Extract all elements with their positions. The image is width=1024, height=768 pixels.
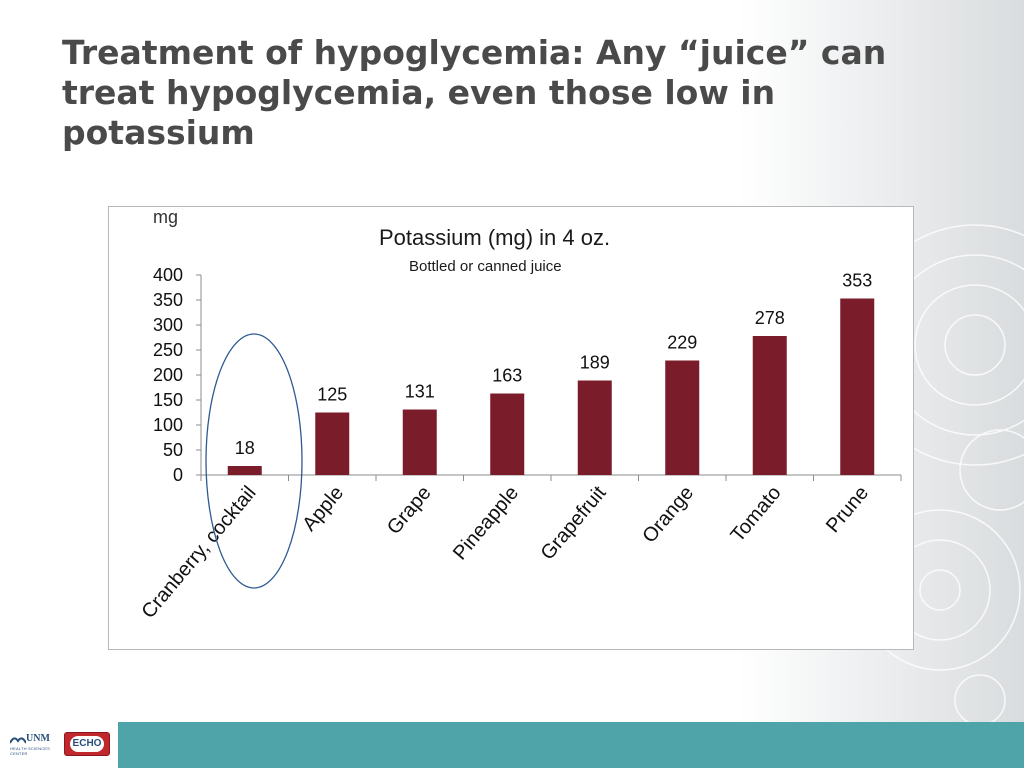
bar-chart: mg Potassium (mg) in 4 oz. Bottled or ca… <box>138 207 902 623</box>
unm-logo: UNM HEALTH SCIENCES CENTER <box>10 733 62 756</box>
chart-frame: mg Potassium (mg) in 4 oz. Bottled or ca… <box>108 206 914 650</box>
data-label: 163 <box>492 366 522 386</box>
bar <box>752 336 787 475</box>
unm-logo-subtext: HEALTH SCIENCES CENTER <box>10 746 51 756</box>
bar <box>665 360 700 475</box>
y-tick-label: 350 <box>153 290 183 310</box>
data-label: 278 <box>755 308 785 328</box>
y-tick-label: 250 <box>153 340 183 360</box>
y-tick-label: 150 <box>153 390 183 410</box>
y-tick-label: 0 <box>173 465 183 485</box>
highlight-ellipse <box>205 333 303 589</box>
unit-label: mg <box>153 207 178 227</box>
y-tick-label: 200 <box>153 365 183 385</box>
unm-logo-text: UNM <box>26 733 50 744</box>
y-tick-label: 100 <box>153 415 183 435</box>
data-label: 131 <box>405 382 435 402</box>
data-label: 18 <box>235 438 255 458</box>
y-tick-label: 300 <box>153 315 183 335</box>
unm-wave-icon <box>10 737 26 744</box>
bar <box>402 409 437 475</box>
bar <box>490 393 525 475</box>
slide-title: Treatment of hypoglycemia: Any “juice” c… <box>62 33 887 152</box>
category-label: Grape <box>383 482 436 539</box>
data-label: 125 <box>317 385 347 405</box>
bar <box>840 298 875 475</box>
category-label: Grapefruit <box>537 482 611 565</box>
chart-subtitle: Bottled or canned juice <box>409 258 562 275</box>
data-label: 229 <box>667 333 697 353</box>
chart-title: Potassium (mg) in 4 oz. <box>379 225 610 250</box>
category-label: Cranberry, cocktail <box>138 482 261 623</box>
category-label: Pineapple <box>449 482 523 564</box>
data-label: 189 <box>580 353 610 373</box>
y-tick-label: 400 <box>153 265 183 285</box>
echo-logo: ECHO <box>64 732 110 756</box>
bar <box>577 380 612 475</box>
echo-logo-text: ECHO <box>70 736 104 752</box>
category-label: Apple <box>298 482 348 535</box>
category-label: Prune <box>822 482 873 537</box>
data-label: 353 <box>842 271 872 291</box>
category-label: Orange <box>638 482 698 547</box>
footer-bar <box>0 722 1024 768</box>
bar <box>227 466 262 475</box>
bar <box>315 412 350 475</box>
y-tick-label: 50 <box>163 440 183 460</box>
category-label: Tomato <box>727 482 786 546</box>
